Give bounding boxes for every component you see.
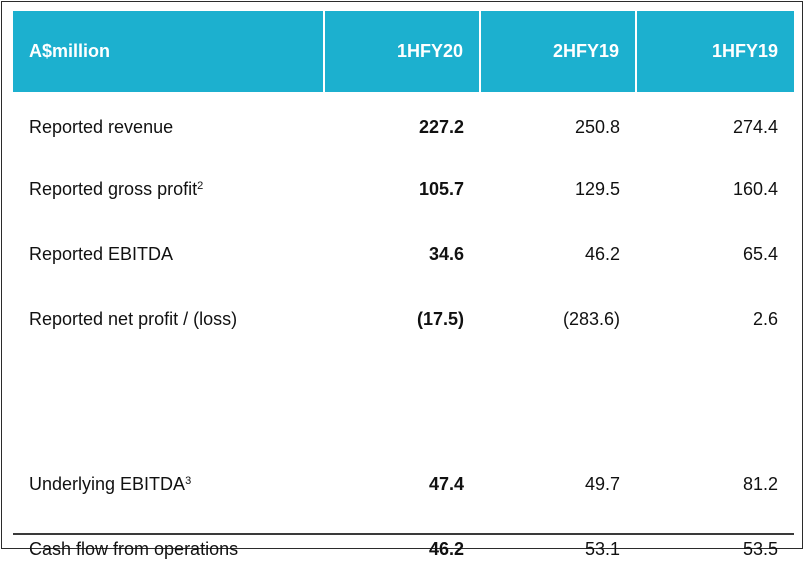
table-row-reported-net-profit: Reported net profit / (loss) (17.5) (283…	[13, 287, 794, 352]
cell-2hfy19: (283.6)	[562, 309, 620, 329]
table-spacer-row	[13, 352, 794, 452]
cell-1hfy20: (17.5)	[416, 309, 464, 329]
cell-1hfy19: 53.5	[742, 539, 778, 559]
table-row-reported-gross-profit: Reported gross profit2 105.7 129.5 160.4	[13, 157, 794, 222]
table-row-cash-flow-from-operations: Cash flow from operations 46.2 53.1 53.5	[13, 517, 794, 582]
row-label: Cash flow from operations	[29, 539, 239, 559]
table-row-underlying-ebitda: Underlying EBITDA3 47.4 49.7 81.2	[13, 452, 794, 517]
table-row-reported-ebitda: Reported EBITDA 34.6 46.2 65.4	[13, 222, 794, 287]
cell-1hfy20: 47.4	[428, 474, 464, 494]
cell-1hfy20: 105.7	[418, 179, 464, 199]
header-col-1hfy20: 1HFY20	[324, 11, 481, 92]
row-label: Reported gross profit2	[29, 179, 204, 199]
header-label: A$million	[13, 11, 325, 92]
cell-1hfy20: 34.6	[428, 244, 464, 264]
row-label: Reported revenue	[29, 117, 174, 137]
financial-summary-table: A$million 1HFY20 2HFY19 1HFY19 Reported …	[13, 11, 794, 582]
cell-2hfy19: 53.1	[584, 539, 620, 559]
cell-2hfy19: 129.5	[574, 179, 620, 199]
footnote-marker: 2	[197, 180, 204, 192]
row-label: Reported EBITDA	[29, 244, 174, 264]
cell-2hfy19: 49.7	[584, 474, 620, 494]
header-col-1hfy19: 1HFY19	[636, 11, 794, 92]
cell-2hfy19: 46.2	[584, 244, 620, 264]
cell-1hfy19: 65.4	[742, 244, 778, 264]
table-bottom-rule	[13, 533, 794, 535]
table-row-reported-revenue: Reported revenue 227.2 250.8 274.4	[13, 92, 794, 157]
cell-1hfy20: 227.2	[418, 117, 464, 137]
cell-2hfy19: 250.8	[574, 117, 620, 137]
cell-1hfy19: 160.4	[732, 179, 778, 199]
cell-1hfy20: 46.2	[428, 539, 464, 559]
cell-1hfy19: 2.6	[752, 309, 778, 329]
row-label: Underlying EBITDA3	[29, 474, 192, 494]
cell-1hfy19: 81.2	[742, 474, 778, 494]
table-header-row: A$million 1HFY20 2HFY19 1HFY19	[13, 11, 794, 92]
header-col-2hfy19: 2HFY19	[480, 11, 637, 92]
cell-1hfy19: 274.4	[732, 117, 778, 137]
table-frame	[1, 1, 803, 549]
row-label: Reported net profit / (loss)	[29, 309, 238, 329]
footnote-marker: 3	[185, 475, 192, 487]
